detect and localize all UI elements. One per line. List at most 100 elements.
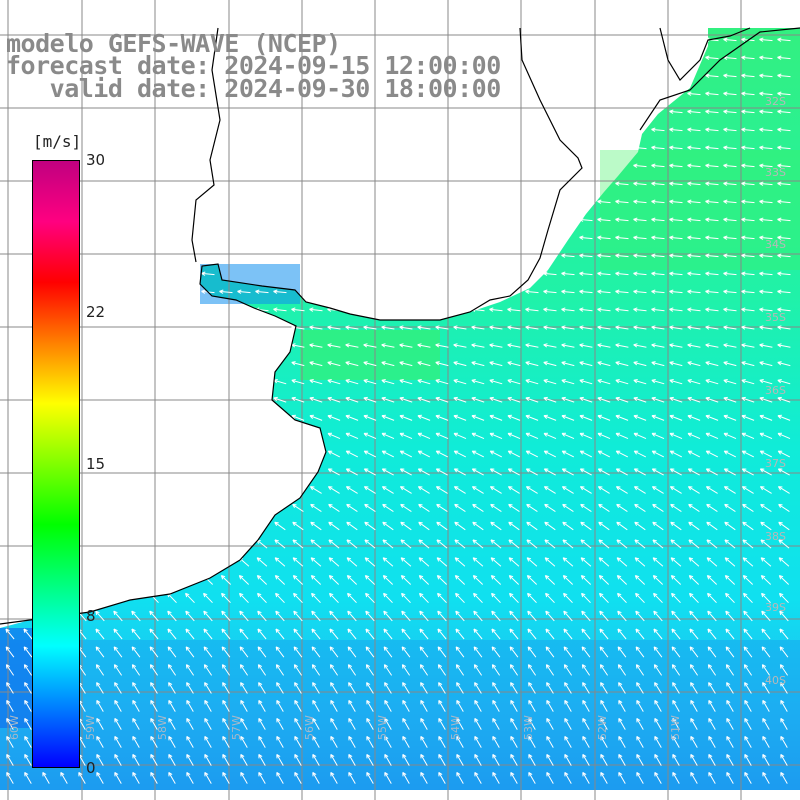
wind-arrow <box>580 557 592 567</box>
wind-arrow <box>6 735 14 748</box>
wind-arrow <box>402 682 410 694</box>
wind-arrow <box>238 575 250 585</box>
wind-arrow <box>185 592 195 604</box>
wind-arrow <box>363 325 377 330</box>
wind-arrow <box>759 109 773 114</box>
wind-arrow <box>291 307 305 312</box>
wind-arrow <box>312 699 320 712</box>
wind-arrow <box>363 343 377 348</box>
wind-arrow <box>633 432 647 440</box>
wind-arrow <box>276 699 284 712</box>
wind-arrow <box>348 699 356 712</box>
wind-arrow <box>725 646 735 658</box>
wind-arrow <box>455 628 465 640</box>
wind-arrow <box>327 414 341 421</box>
wind-arrow <box>652 503 664 513</box>
wind-arrow <box>383 646 393 658</box>
wind-arrow <box>345 343 359 348</box>
wind-arrow <box>472 575 484 585</box>
wind-arrow <box>221 664 231 676</box>
wind-arrow <box>203 646 213 658</box>
wind-arrow <box>615 217 629 222</box>
lat-label-37s: 37S <box>765 457 786 470</box>
wind-arrow <box>113 646 123 658</box>
wind-arrow <box>420 717 428 730</box>
wind-arrow <box>600 735 608 748</box>
wind-arrow <box>725 664 735 676</box>
wind-arrow <box>294 717 302 730</box>
wind-arrow <box>598 575 610 585</box>
wind-arrow <box>563 646 573 658</box>
wind-arrow <box>777 271 791 276</box>
wind-arrow <box>723 486 736 494</box>
wind-arrow <box>579 235 593 240</box>
wind-arrow <box>705 181 719 186</box>
wind-arrow <box>274 539 286 549</box>
wind-arrow <box>777 414 791 421</box>
wind-arrow <box>777 289 791 294</box>
wind-arrow <box>651 253 665 258</box>
wind-arrow <box>777 468 790 476</box>
wind-arrow <box>708 735 716 748</box>
wind-arrow <box>491 610 501 622</box>
wind-arrow <box>311 646 321 658</box>
wind-arrow <box>705 235 719 240</box>
wind-arrow <box>474 717 482 730</box>
wind-arrow <box>418 539 430 549</box>
wind-arrow <box>671 628 681 640</box>
wind-arrow <box>723 235 737 240</box>
wind-arrow <box>364 575 376 585</box>
wind-arrow <box>597 235 611 240</box>
coastline-main <box>0 27 583 625</box>
wind-arrow <box>384 682 392 694</box>
wind-arrow <box>615 253 629 258</box>
wind-arrow <box>510 735 518 748</box>
wind-arrow <box>708 682 716 694</box>
wind-arrow <box>618 753 626 766</box>
wind-arrow <box>689 664 699 676</box>
wind-arrow <box>652 575 664 585</box>
wind-arrow <box>597 343 611 348</box>
wind-arrow <box>186 682 194 694</box>
wind-arrow <box>579 289 593 294</box>
wind-arrow <box>725 610 735 622</box>
wind-arrow <box>274 521 286 531</box>
wind-arrow <box>741 109 755 114</box>
wind-arrow <box>564 771 572 784</box>
wind-arrow <box>364 503 376 513</box>
wind-arrow <box>687 486 700 494</box>
wind-arrow <box>310 557 322 567</box>
wind-arrow <box>690 735 698 748</box>
wind-arrow <box>366 771 374 784</box>
wind-arrow <box>186 753 194 766</box>
wind-arrow <box>615 289 629 294</box>
coastline-north <box>659 27 751 81</box>
wind-arrow <box>292 575 304 585</box>
wind-arrow <box>617 646 627 658</box>
wind-arrow <box>726 717 734 730</box>
wind-arrow <box>456 753 464 766</box>
wind-arrow <box>741 361 755 367</box>
wind-arrow <box>597 486 610 494</box>
wind-arrow <box>741 253 755 258</box>
wind-arrow <box>525 450 539 458</box>
wind-arrow <box>741 307 755 312</box>
wind-arrow <box>23 646 33 658</box>
wind-arrow <box>490 539 502 549</box>
wind-arrow <box>742 539 754 549</box>
wind-arrow <box>366 717 374 730</box>
wind-arrow <box>778 503 790 513</box>
wind-arrow <box>438 699 446 712</box>
wind-arrow <box>384 771 392 784</box>
wind-arrow <box>381 450 395 458</box>
wind-arrow <box>581 592 591 604</box>
wind-arrow <box>240 771 248 784</box>
wind-arrow <box>759 361 773 367</box>
wind-arrow <box>543 468 556 476</box>
wind-arrow <box>435 379 449 385</box>
wind-arrow <box>436 575 448 585</box>
wind-arrow <box>579 307 593 312</box>
wind-arrow <box>328 539 340 549</box>
wind-arrow <box>453 379 467 385</box>
wind-arrow <box>564 735 572 748</box>
